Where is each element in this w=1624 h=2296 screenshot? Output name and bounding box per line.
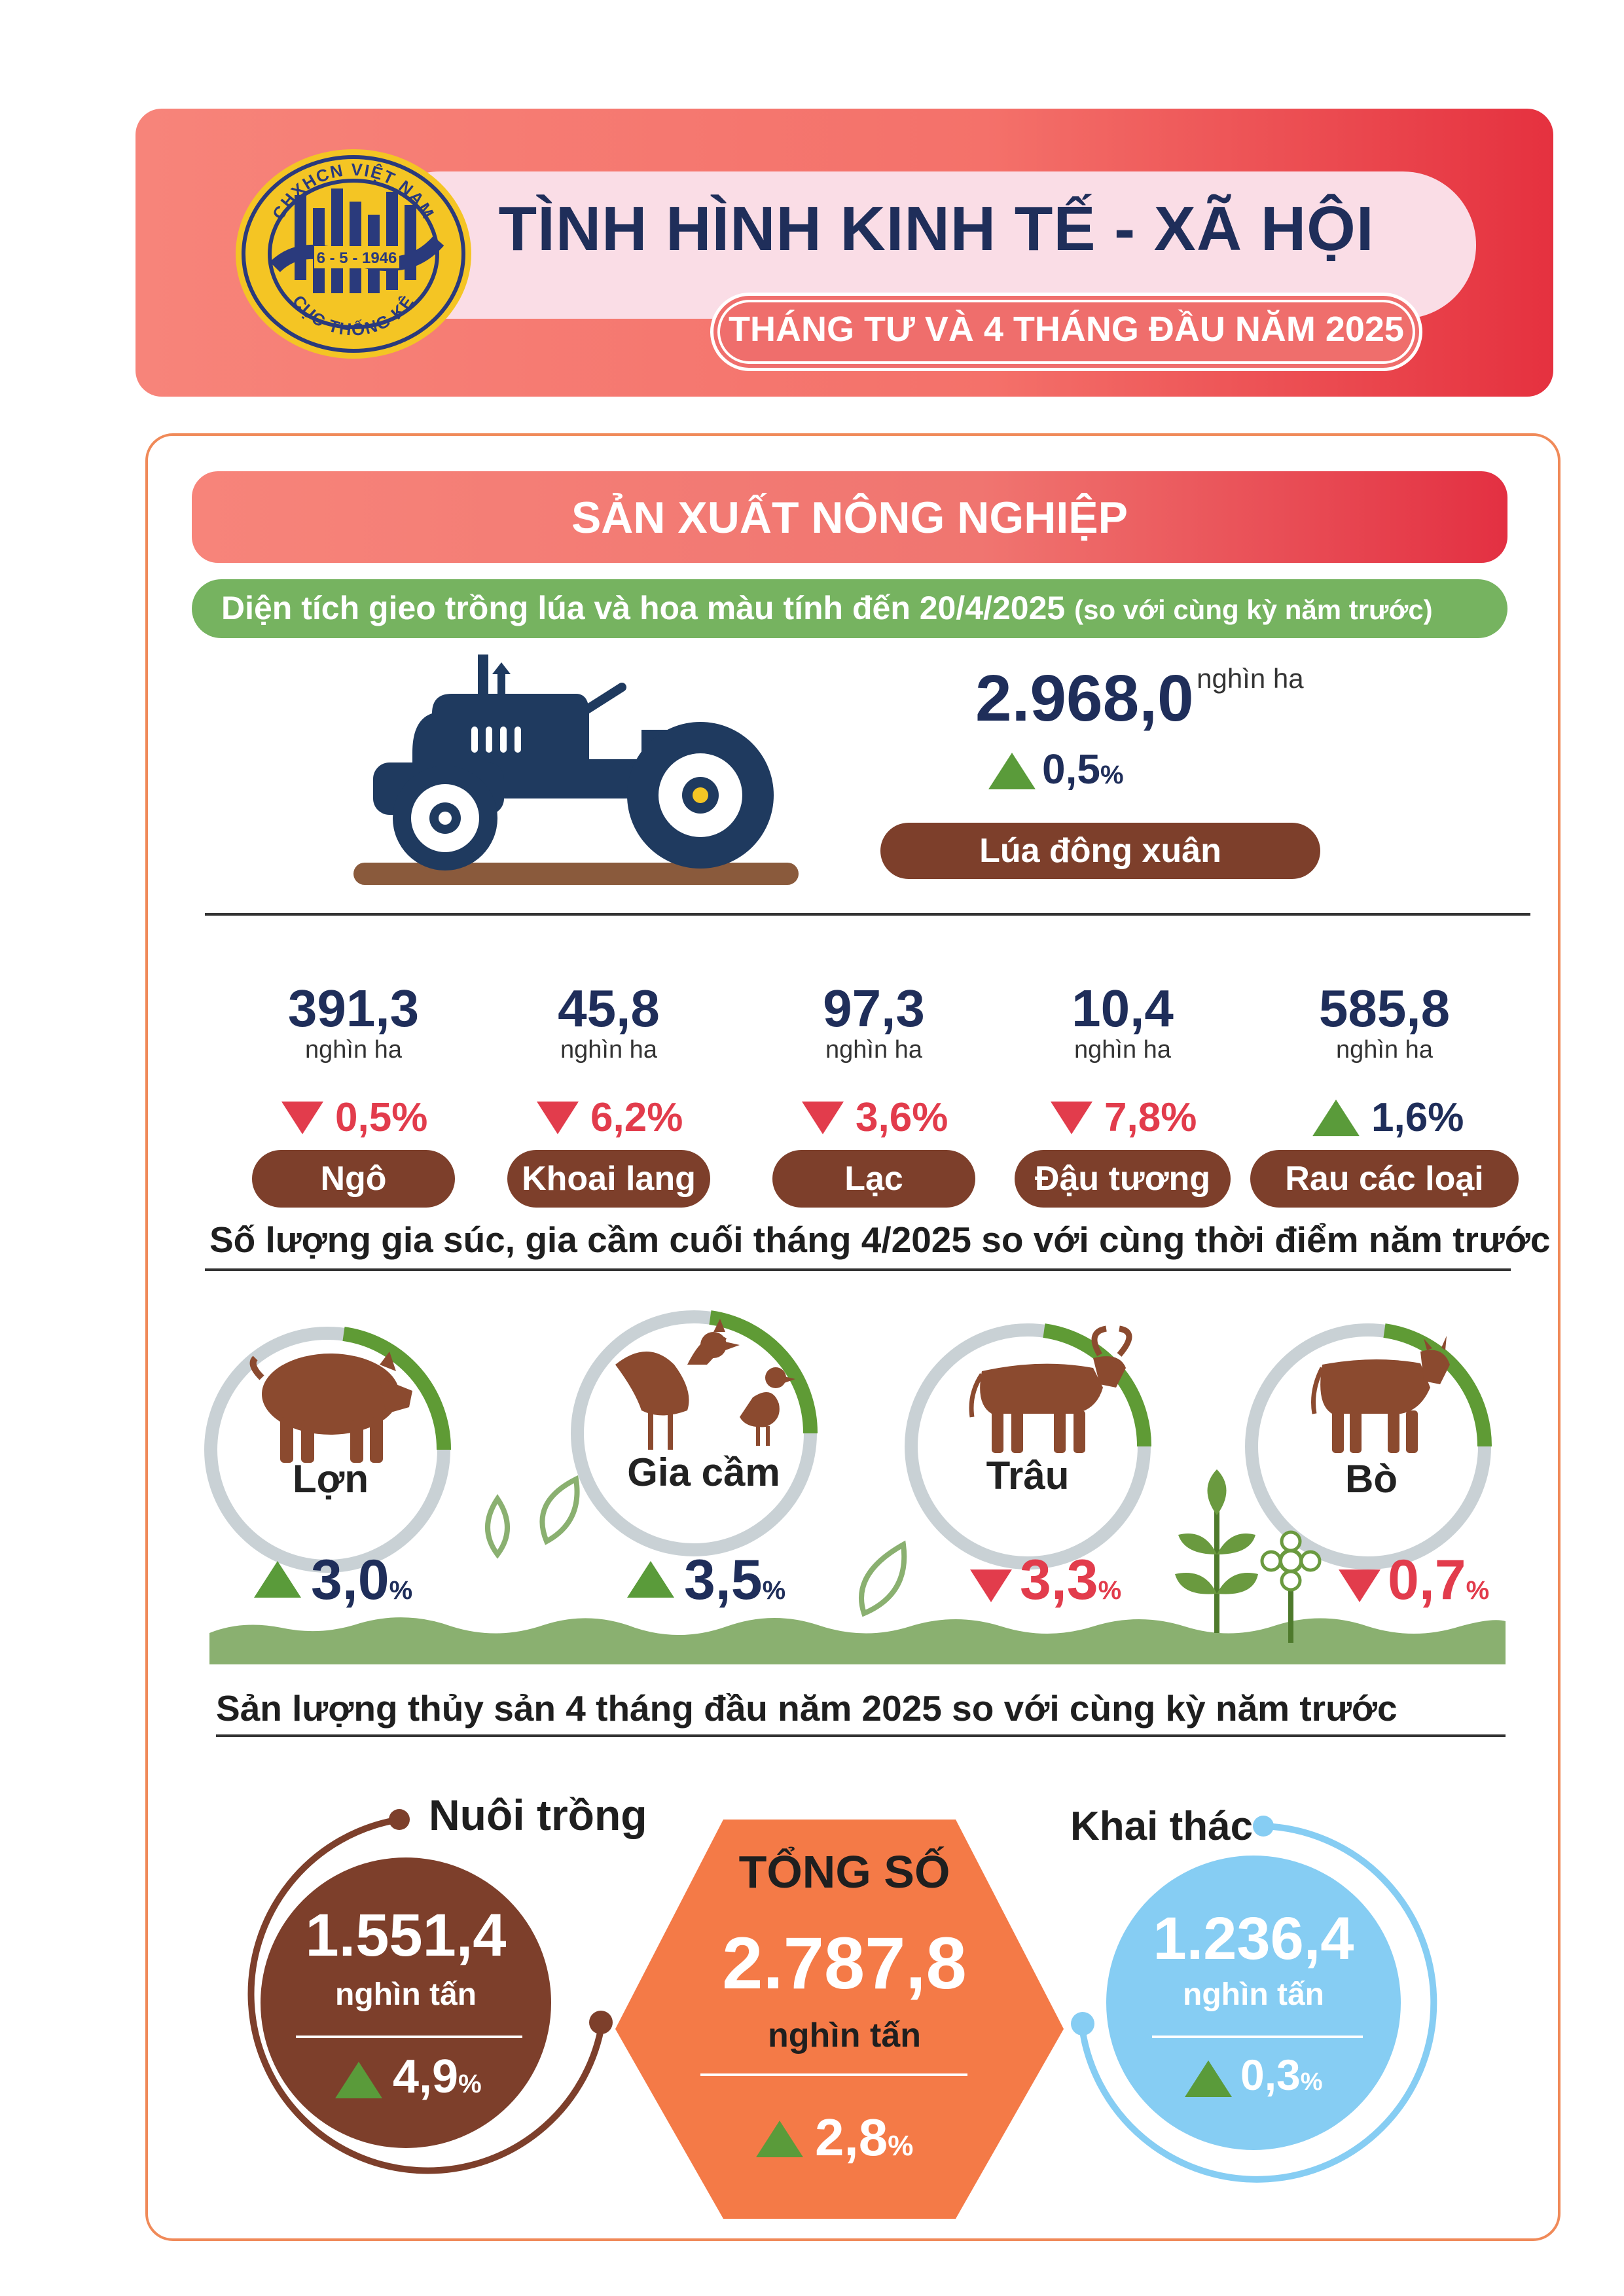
down-arrow-icon [970, 1570, 1012, 1602]
crop-change: 1,6% [1371, 1095, 1464, 1140]
down-arrow-icon [281, 1101, 323, 1134]
livestock-graphic [204, 1310, 1506, 1664]
page-title: TÌNH HÌNH KINH TẾ - XÃ HỘI [498, 194, 1375, 264]
crop-change-row: 1,6% [1312, 1094, 1464, 1141]
down-arrow-icon [802, 1101, 844, 1134]
flower-icon [1260, 1530, 1322, 1643]
planting-heading-note: (so với cùng kỳ năm trước) [1074, 594, 1433, 625]
section-bar [192, 471, 1507, 563]
content-frame [145, 433, 1561, 2241]
crop-change-row: 6,2% [537, 1094, 683, 1141]
crop-item: 10,4 nghìn ha [1024, 978, 1221, 1064]
crop-unit: nghìn ha [305, 1036, 402, 1064]
up-arrow-icon [1312, 1099, 1360, 1136]
buffalo-icon [969, 1325, 1132, 1453]
divider [205, 1268, 1511, 1271]
plant-icon [1175, 1469, 1258, 1633]
crop-value: 10,4 [1072, 979, 1174, 1037]
total-label: TỔNG SỐ [738, 1846, 950, 1897]
crop-item: 585,8 nghìn ha [1286, 978, 1483, 1064]
catch-unit: nghìn tấn [1183, 1977, 1324, 2012]
divider [205, 913, 1530, 916]
down-arrow-icon [1051, 1101, 1092, 1134]
livestock-heading: Số lượng gia súc, gia cầm cuối tháng 4/2… [209, 1219, 1551, 1260]
crop-unit: nghìn ha [560, 1036, 657, 1064]
aquaculture-value: 1.551,4 [305, 1902, 507, 1969]
logo-date: 6 - 5 - 1946 [317, 249, 397, 267]
up-arrow-icon [988, 753, 1036, 789]
section-title: SẢN XUẤT NÔNG NGHIỆP [571, 493, 1128, 543]
crop-label: Ngô [252, 1150, 455, 1208]
crop-item: 391,3 nghìn ha [255, 978, 452, 1064]
total-value: 2.787,8 [722, 1922, 967, 2004]
crop-unit: nghìn ha [825, 1036, 922, 1064]
rice-change-unit: % [1100, 761, 1124, 789]
crop-label: Đậu tương [1015, 1150, 1231, 1208]
planting-heading-text: Diện tích gieo trồng lúa và hoa màu tính… [221, 590, 1066, 626]
down-arrow-icon [1339, 1570, 1380, 1602]
down-arrow-icon [537, 1101, 579, 1134]
catch-value: 1.236,4 [1153, 1905, 1354, 1972]
livestock-label-pig: Lợn [293, 1457, 369, 1501]
aquaculture-label: Nuôi trồng [429, 1791, 647, 1839]
livestock-label-cow: Bò [1345, 1457, 1398, 1501]
crop-unit: nghìn ha [1336, 1036, 1433, 1064]
rice-change-value: 0,5 [1042, 745, 1100, 793]
crop-change-row: 3,6% [802, 1094, 948, 1141]
livestock-change-cow: 0,7% [1388, 1549, 1490, 1611]
crop-label: Khoai lang [507, 1150, 710, 1208]
up-arrow-icon [627, 1561, 674, 1598]
rice-value-group: 2.968,0 nghìn ha [975, 661, 1304, 736]
crop-change: 7,8% [1104, 1095, 1197, 1140]
livestock-change-pig: 3,0% [311, 1549, 413, 1611]
total-unit: nghìn tấn [768, 2017, 921, 2054]
cow-icon [1311, 1336, 1450, 1453]
crop-value: 391,3 [287, 979, 420, 1037]
up-arrow-icon [756, 2121, 803, 2157]
up-arrow-icon [335, 2062, 382, 2098]
crop-value: 97,3 [823, 979, 925, 1037]
rice-change: 0,5% [1042, 745, 1124, 793]
tractor-icon [353, 655, 799, 885]
fishery-graphic [247, 1809, 1437, 2219]
page-subtitle: THÁNG TƯ VÀ 4 THÁNG ĐẦU NĂM 2025 [729, 310, 1404, 349]
fishery-heading: Sản lượng thủy sản 4 tháng đầu năm 2025 … [216, 1688, 1398, 1729]
up-arrow-icon [254, 1561, 301, 1598]
crop-item: 97,3 nghìn ha [776, 978, 972, 1064]
crop-change-row: 7,8% [1051, 1094, 1197, 1141]
pig-icon [249, 1352, 412, 1463]
livestock-label-buffalo: Trâu [986, 1454, 1070, 1498]
divider [216, 1734, 1506, 1737]
total-change: 2,8% [815, 2108, 914, 2166]
aquaculture-unit: nghìn tấn [335, 1977, 477, 2012]
crop-change: 0,5% [335, 1095, 428, 1140]
crop-change: 3,6% [856, 1095, 948, 1140]
crop-change-row: 0,5% [281, 1094, 427, 1141]
subtitle-pill [710, 293, 1422, 371]
livestock-change-buffalo: 3,3% [1020, 1549, 1122, 1611]
crop-unit: nghìn ha [1074, 1036, 1171, 1064]
crop-value: 45,8 [558, 979, 660, 1037]
crop-change: 6,2% [590, 1095, 683, 1140]
crop-label: Rau các loại [1250, 1150, 1519, 1208]
catch-change: 0,3% [1240, 2051, 1323, 2099]
statistics-office-logo: 6 - 5 - 1946 CHXHCN VIỆT NAM CỤC THỐNG K… [236, 149, 471, 359]
up-arrow-icon [1185, 2060, 1232, 2097]
rice-value: 2.968,0 [975, 662, 1194, 735]
crop-label: Lạc [772, 1150, 975, 1208]
livestock-change-poultry: 3,5% [684, 1549, 786, 1611]
rice-label: Lúa đông xuân [880, 823, 1320, 879]
livestock-label-poultry: Gia cầm [627, 1450, 780, 1494]
crop-value: 585,8 [1318, 979, 1451, 1037]
planting-heading: Diện tích gieo trồng lúa và hoa màu tính… [221, 589, 1433, 627]
leaf-icon [485, 1475, 907, 1617]
crop-item: 45,8 nghìn ha [511, 978, 707, 1064]
catch-label: Khai thác [1070, 1804, 1254, 1849]
rice-unit: nghìn ha [1197, 663, 1304, 694]
aquaculture-change: 4,9% [393, 2051, 482, 2103]
planting-heading-bar [192, 579, 1507, 638]
poultry-icon [615, 1319, 795, 1450]
